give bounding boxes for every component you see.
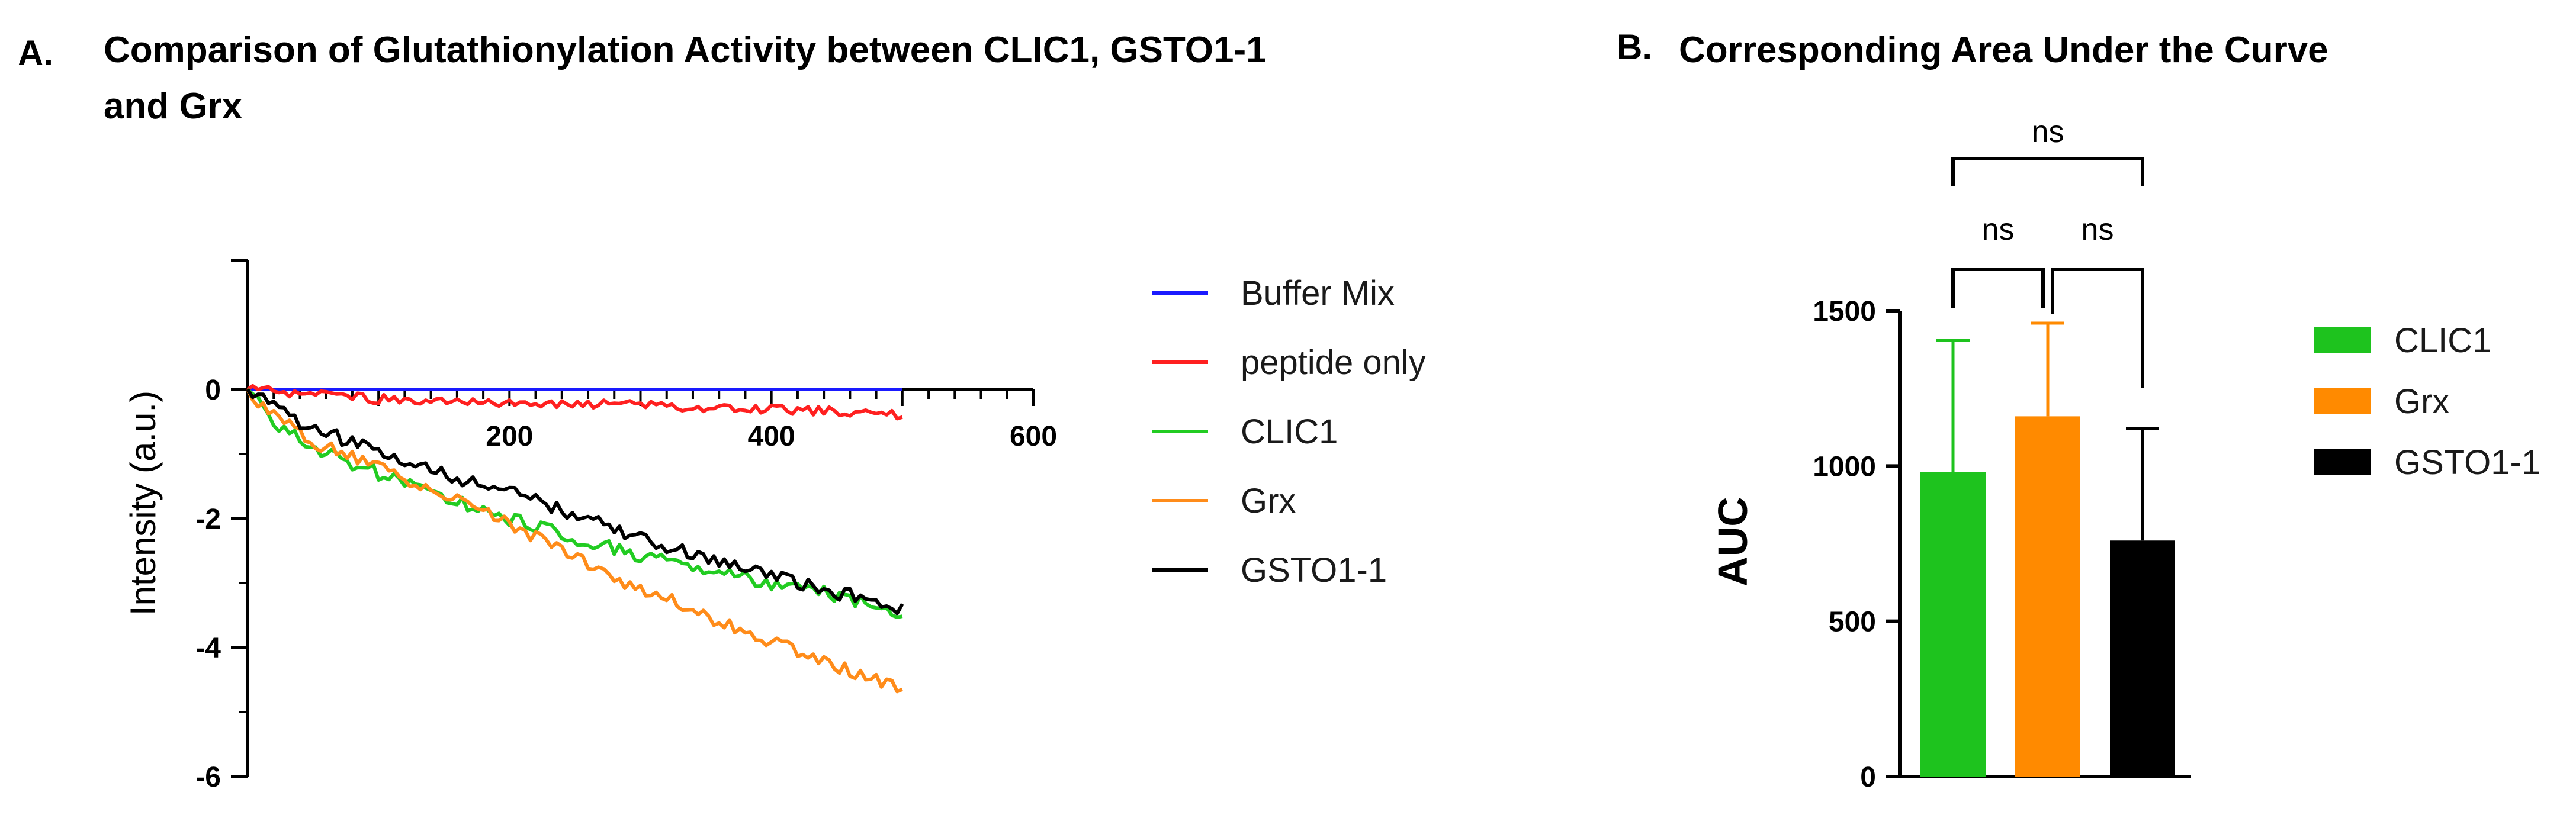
legend-label: CLIC1: [2394, 321, 2491, 360]
bar-grx: [2015, 416, 2080, 777]
y-tick-label: 0: [1860, 762, 1876, 793]
bar-clic1: [1920, 472, 1986, 777]
significance-bracket: [2051, 268, 2144, 388]
panel-a-letter: A.: [18, 33, 53, 73]
legend-label: Buffer Mix: [1241, 274, 1395, 313]
bar-gsto1-1: [2110, 540, 2175, 777]
y-tick-label: 1000: [1813, 451, 1876, 482]
bar-chart: AUC 0 500 1000 1500 ns ns ns CLIC1 Grx GSTO1-1: [1710, 115, 2540, 793]
line-chart: Intensity (a.u.) 0 -2 -4 -6 200 400 600 Buffer …: [123, 259, 1426, 793]
x-tick-label: 400: [748, 421, 795, 452]
series-line-gsto1-1: [246, 388, 904, 616]
series-line-clic1: [246, 388, 903, 619]
series-line-peptide-only: [246, 384, 903, 421]
legend-swatch: [2314, 449, 2371, 475]
series-line-grx: [246, 388, 903, 694]
panel-b-letter: B.: [1617, 27, 1652, 67]
legend-label: GSTO1-1: [1241, 551, 1387, 589]
legend-label: GSTO1-1: [2394, 443, 2540, 482]
auc-axis-label: AUC: [1710, 497, 1756, 587]
legend-label: CLIC1: [1241, 413, 1338, 451]
significance-label: ns: [2032, 115, 2064, 149]
significance-bracket: [1951, 157, 2144, 186]
panel-a-title-line2: and Grx: [104, 86, 243, 127]
legend-swatch: [2314, 388, 2371, 414]
legend-label: Grx: [1241, 482, 1296, 520]
panel-a-title-line1: Comparison of Glutathionylation Activity…: [104, 30, 1267, 70]
y-tick-label: 1500: [1813, 296, 1876, 327]
panel-b-title: Corresponding Area Under the Curve: [1679, 30, 2328, 70]
y-tick-label: 500: [1829, 607, 1876, 638]
legend-label: peptide only: [1241, 343, 1426, 382]
legend-label: Grx: [2394, 382, 2449, 421]
y-tick-label: 0: [205, 375, 221, 406]
x-tick-label: 600: [1010, 421, 1057, 452]
legend-swatch: [2314, 327, 2371, 353]
y-tick-label: -6: [195, 762, 221, 793]
y-tick-label: -2: [195, 504, 221, 535]
y-axis-label: Intensity (a.u.): [123, 391, 163, 616]
y-tick-label: -4: [195, 633, 221, 664]
significance-bracket: [1951, 268, 2045, 308]
significance-label: ns: [1982, 212, 2015, 247]
significance-label: ns: [2082, 212, 2114, 247]
x-tick-label: 200: [486, 421, 533, 452]
